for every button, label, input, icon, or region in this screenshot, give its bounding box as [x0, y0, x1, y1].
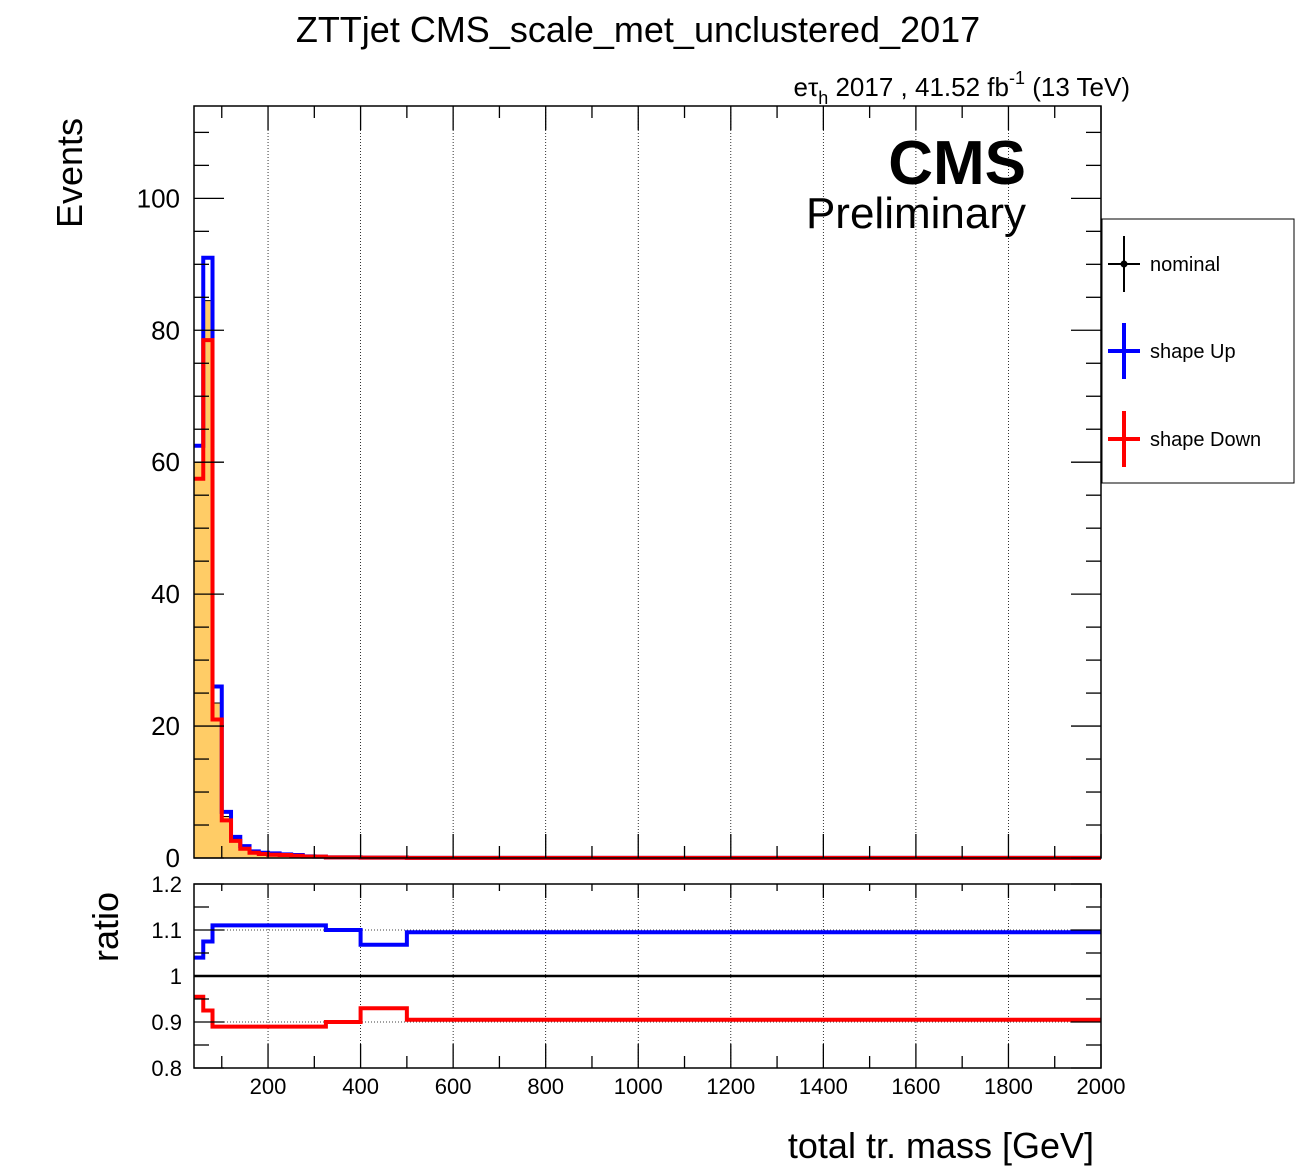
main-plot-panel: 0 20 40 60 80 100 Events CMS Preliminary	[49, 105, 1102, 873]
ratio-y-tick-labels: 0.8 0.9 1 1.1 1.2	[151, 872, 182, 1081]
lumi-label: eτh 2017 , 41.52 fb-1 (13 TeV)	[793, 68, 1130, 108]
legend: nominal shape Up shape Down	[1101, 218, 1295, 484]
x-tick-label-1000: 1000	[614, 1074, 663, 1099]
ratio-y-tick-label-0.9: 0.9	[151, 1010, 182, 1035]
chart-title: ZTTjet CMS_scale_met_unclustered_2017	[296, 9, 980, 50]
x-tick-labels: 200 400 600 800 1000 1200 1400 1600 1800 2000	[250, 1074, 1126, 1099]
ratio-plot-frame	[193, 883, 1102, 1069]
x-tick-label-1400: 1400	[799, 1074, 848, 1099]
ratio-y-tick-label-1.2: 1.2	[151, 872, 182, 897]
cms-sublabel: Preliminary	[806, 189, 1026, 238]
top-y-tick-label-80: 80	[151, 315, 180, 345]
ratio-y-tick-label-1.1: 1.1	[151, 918, 182, 943]
top-y-tick-labels: 0 20 40 60 80 100	[137, 183, 180, 873]
top-y-tick-label-0: 0	[166, 843, 180, 873]
ratio-series-group	[194, 923, 1101, 1029]
top-plot-frame	[193, 105, 1102, 859]
x-tick-label-1600: 1600	[891, 1074, 940, 1099]
top-y-tick-label-100: 100	[137, 183, 180, 213]
x-axis-title: total tr. mass [GeV]	[788, 1125, 1094, 1166]
x-tick-label-2000: 2000	[1077, 1074, 1126, 1099]
x-tick-label-1200: 1200	[706, 1074, 755, 1099]
series-shape-down-line	[194, 338, 1101, 860]
legend-item-nominal: nominal	[1108, 236, 1220, 292]
ratio-series-shape-down-line	[194, 994, 1101, 1029]
legend-item-shape-down: shape Down	[1108, 411, 1261, 467]
cms-label: CMS	[888, 129, 1026, 198]
ratio-plot-panel: 0.8 0.9 1 1.1 1.2 200 400 600 800 1000 1200 1400 16…	[85, 872, 1125, 1166]
x-tick-label-400: 400	[342, 1074, 379, 1099]
x-tick-label-200: 200	[250, 1074, 287, 1099]
y-axis-title: Events	[49, 118, 90, 228]
top-tick-marks	[194, 106, 1102, 859]
top-y-tick-label-60: 60	[151, 447, 180, 477]
series-shape-up-line	[194, 255, 1101, 860]
series-nominal-histogram	[193, 300, 1102, 859]
top-y-tick-label-20: 20	[151, 711, 180, 741]
top-series-group	[193, 255, 1102, 860]
x-tick-label-800: 800	[527, 1074, 564, 1099]
legend-label-nominal: nominal	[1150, 254, 1220, 276]
top-y-tick-label-40: 40	[151, 579, 180, 609]
legend-label-shape-up: shape Up	[1150, 341, 1236, 363]
ratio-series-shape-up-line	[194, 923, 1101, 960]
ratio-grid-lines	[194, 884, 1101, 1068]
x-tick-label-600: 600	[435, 1074, 472, 1099]
legend-item-shape-up: shape Up	[1108, 323, 1236, 379]
ratio-y-tick-label-0.8: 0.8	[151, 1056, 182, 1081]
ratio-y-tick-label-1: 1	[170, 964, 182, 989]
legend-label-shape-down: shape Down	[1150, 429, 1261, 451]
x-tick-label-1800: 1800	[984, 1074, 1033, 1099]
ratio-axis-title: ratio	[85, 892, 126, 962]
